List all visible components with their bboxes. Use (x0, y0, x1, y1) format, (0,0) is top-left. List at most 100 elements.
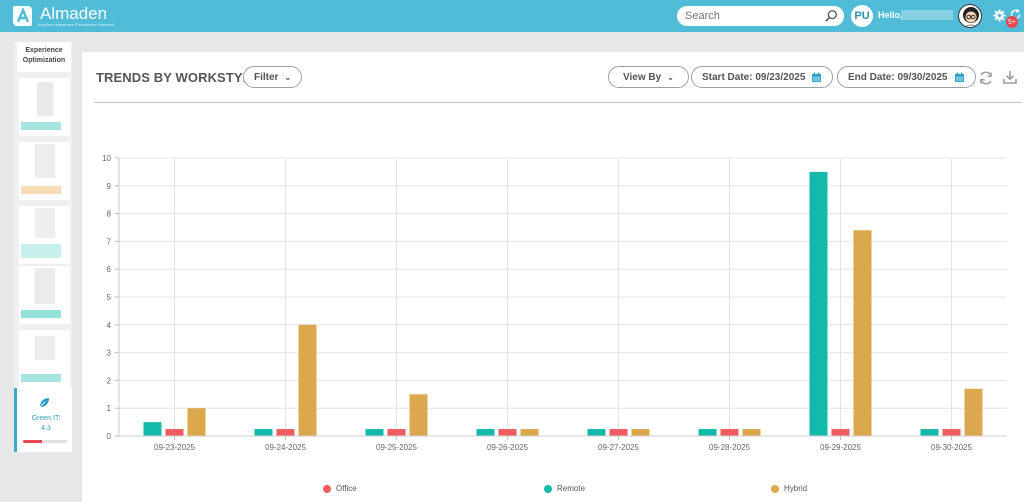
bar-hybrid-09-28-2025 (742, 429, 761, 436)
legend-label: Remote (557, 484, 586, 493)
chevron-down-icon: ⌄ (284, 72, 292, 82)
app-logo[interactable]: Almaden Anytime anywhere Excellence Assu… (8, 3, 114, 29)
bar-office-09-27-2025 (609, 429, 628, 436)
sidebar-card-redacted[interactable] (19, 142, 70, 200)
bar-remote-09-27-2025 (587, 429, 606, 436)
green-it-text: Green IT: 4.3 (17, 414, 75, 434)
end-date-picker[interactable]: End Date: 09/30/2025 (837, 66, 976, 88)
chevron-down-icon: ⌄ (667, 72, 674, 82)
legend-swatch (771, 484, 779, 493)
x-tick-label: 09-24-2025 (265, 443, 306, 452)
bar-remote-09-24-2025 (254, 429, 273, 436)
view-by-dropdown[interactable]: View By ⌄ (608, 66, 689, 88)
legend-swatch (323, 484, 331, 493)
bar-remote-09-25-2025 (365, 429, 384, 436)
x-tick-label: 09-23-2025 (154, 443, 195, 452)
y-tick-label: 5 (107, 293, 112, 302)
y-tick-label: 10 (102, 154, 111, 163)
x-tick-label: 09-26-2025 (487, 443, 528, 452)
bar-hybrid-09-25-2025 (409, 394, 428, 436)
sidebar-card-redacted[interactable] (19, 78, 70, 136)
left-sidebar: Experience Optimization Green IT: 4.3 (14, 42, 72, 452)
refresh-icon[interactable] (978, 70, 994, 86)
bar-remote-09-29-2025 (809, 171, 828, 436)
bar-hybrid-09-29-2025 (853, 230, 872, 436)
green-it-progress (23, 440, 67, 443)
legend-item-remote[interactable]: Remote (544, 484, 585, 493)
bar-office-09-23-2025 (165, 429, 184, 436)
x-tick-label: 09-25-2025 (376, 443, 417, 452)
sidebar-card-bar (21, 374, 61, 382)
y-tick-label: 2 (107, 376, 112, 385)
start-date-picker[interactable]: Start Date: 09/23/2025 (691, 66, 834, 88)
green-it-label: Green IT: (31, 415, 61, 422)
bar-hybrid-09-23-2025 (187, 408, 206, 436)
bar-remote-09-30-2025 (920, 429, 939, 436)
y-tick-label: 7 (107, 237, 112, 246)
bar-hybrid-09-24-2025 (298, 324, 317, 436)
legend-item-hybrid[interactable]: Hybrid (771, 484, 807, 493)
bar-office-09-25-2025 (387, 429, 406, 436)
panel-title: TRENDS BY WORKSTYLE (96, 70, 260, 85)
notification-badge: 5+ (1006, 16, 1018, 28)
search-box[interactable] (677, 6, 844, 26)
bar-office-09-29-2025 (831, 429, 850, 436)
sidebar-card-bar (21, 310, 61, 318)
brand-name: Almaden (40, 3, 108, 23)
legend-label: Office (336, 484, 357, 493)
bar-office-09-26-2025 (498, 429, 517, 436)
top-bar: Almaden Anytime anywhere Excellence Assu… (0, 0, 1024, 32)
sidebar-card-redacted[interactable] (19, 330, 70, 388)
trends-panel: TRENDS BY WORKSTYLE Filter ⌄ View By ⌄ S… (82, 52, 1024, 502)
bar-hybrid-09-27-2025 (631, 429, 650, 436)
y-tick-label: 4 (107, 321, 112, 330)
brand-tagline: Anytime anywhere Excellence Assured (38, 21, 114, 27)
sidebar-card-bar (21, 186, 61, 194)
bar-remote-09-26-2025 (476, 429, 495, 436)
green-it-card[interactable]: Green IT: 4.3 (14, 388, 72, 452)
y-tick-label: 6 (107, 265, 112, 274)
legend-item-office[interactable]: Office (323, 484, 357, 493)
green-it-value: 4.3 (41, 425, 51, 432)
start-date-label: Start Date: 09/23/2025 (702, 71, 806, 83)
y-tick-label: 3 (107, 349, 112, 358)
gear-icon[interactable] (993, 9, 1006, 22)
calendar-icon (954, 71, 964, 82)
search-input[interactable] (677, 6, 817, 26)
bar-remote-09-23-2025 (143, 422, 162, 436)
legend-swatch (544, 484, 552, 493)
y-tick-label: 9 (107, 182, 112, 191)
legend-label: Hybrid (784, 484, 808, 493)
sidebar-card-redacted[interactable] (19, 266, 70, 324)
filter-label: Filter (254, 71, 279, 83)
x-tick-label: 09-28-2025 (709, 443, 750, 452)
y-tick-label: 1 (107, 404, 112, 413)
y-tick-label: 0 (107, 432, 112, 441)
bar-hybrid-09-26-2025 (520, 429, 539, 436)
avatar[interactable] (958, 4, 982, 28)
x-tick-label: 09-27-2025 (598, 443, 639, 452)
green-it-progress-fill (23, 440, 42, 443)
sidebar-card-bar (21, 244, 61, 258)
search-icon[interactable] (824, 9, 838, 23)
filter-button[interactable]: Filter ⌄ (243, 66, 303, 88)
download-icon[interactable] (1002, 69, 1018, 85)
user-initials-badge[interactable]: PU (851, 5, 873, 27)
bar-office-09-24-2025 (276, 429, 295, 436)
x-tick-label: 09-29-2025 (820, 443, 861, 452)
bar-remote-09-28-2025 (698, 429, 717, 436)
user-name-redacted (901, 10, 953, 20)
bar-office-09-30-2025 (942, 429, 961, 436)
bar-office-09-28-2025 (720, 429, 739, 436)
greeting-text: Hello, (878, 10, 903, 20)
sidebar-card-redacted[interactable] (19, 206, 70, 264)
view-by-label: View By (623, 71, 662, 83)
header-divider (94, 102, 1022, 103)
calendar-icon (812, 71, 822, 82)
workstyle-bar-chart: 0 1 2 3 4 5 6 7 8 9 10 09-23-2025 09-24-2025 09-25-20… (102, 154, 1007, 452)
sidebar-header: Experience Optimization (17, 42, 71, 72)
y-tick-label: 8 (107, 210, 112, 219)
bar-hybrid-09-30-2025 (964, 388, 983, 436)
end-date-label: End Date: 09/30/2025 (848, 71, 948, 83)
almaden-logo-icon (8, 3, 38, 29)
